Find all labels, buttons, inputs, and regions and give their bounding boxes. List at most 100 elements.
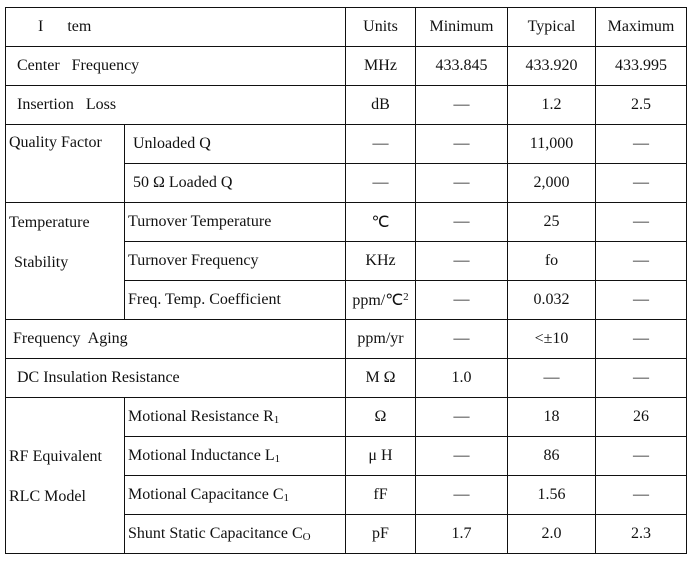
group-label: RF Equivalent RLC Model bbox=[5, 397, 125, 554]
typ-cell: <±10 bbox=[507, 319, 596, 359]
max-cell: — bbox=[595, 436, 687, 476]
typ-cell: 11,000 bbox=[507, 124, 596, 164]
label-text: Shunt Static Capacitance C bbox=[128, 525, 303, 542]
typ-cell: 18 bbox=[507, 397, 596, 437]
units-cell: Ω bbox=[345, 397, 416, 437]
max-cell: — bbox=[595, 241, 687, 281]
units-cell: fF bbox=[345, 475, 416, 515]
max-cell: — bbox=[595, 475, 687, 515]
spec-table: I tem Units Minimum Typical Maximum Cent… bbox=[5, 7, 687, 554]
units-text: ppm/℃ bbox=[352, 292, 404, 309]
table-row: Center Frequency MHz 433.845 433.920 433… bbox=[5, 46, 687, 86]
units-cell: — bbox=[345, 124, 416, 164]
group-label-line: RLC Model bbox=[9, 488, 86, 505]
typ-cell: 433.920 bbox=[507, 46, 596, 86]
typ-cell: 1.2 bbox=[507, 85, 596, 125]
units-cell: MHz bbox=[345, 46, 416, 86]
units-cell: μ H bbox=[345, 436, 416, 476]
min-cell: — bbox=[415, 319, 508, 359]
units-cell: dB bbox=[345, 85, 416, 125]
header-maximum: Maximum bbox=[595, 7, 687, 47]
min-cell: — bbox=[415, 397, 508, 437]
min-cell: 433.845 bbox=[415, 46, 508, 86]
group-label-line: Temperature bbox=[9, 214, 90, 231]
table-row: Turnover Frequency KHz — fo — bbox=[6, 241, 687, 281]
row-label: Freq. Temp. Coefficient bbox=[124, 280, 346, 320]
label-subscript: O bbox=[302, 531, 311, 543]
table-row: Freq. Temp. Coefficient ppm/℃2 — 0.032 — bbox=[6, 280, 687, 320]
header-minimum: Minimum bbox=[415, 7, 508, 47]
min-cell: — bbox=[415, 202, 508, 242]
min-cell: — bbox=[415, 475, 508, 515]
table-row: Motional Inductance L1 μ H — 86 — bbox=[6, 436, 687, 476]
min-cell: 1.0 bbox=[415, 358, 508, 398]
typ-cell: 1.56 bbox=[507, 475, 596, 515]
min-cell: — bbox=[415, 280, 508, 320]
label-subscript: 1 bbox=[283, 492, 290, 504]
row-label: Turnover Temperature bbox=[124, 202, 346, 242]
row-label: DC Insulation Resistance bbox=[5, 358, 346, 398]
typ-cell: fo bbox=[507, 241, 596, 281]
units-cell: M Ω bbox=[345, 358, 416, 398]
group-label-line: Stability bbox=[14, 254, 69, 271]
table-row: RF Equivalent RLC Model Motional Resista… bbox=[5, 397, 687, 554]
label-subscript: 1 bbox=[273, 414, 280, 426]
min-cell: — bbox=[415, 241, 508, 281]
max-cell: — bbox=[595, 202, 687, 242]
label-subscript: 1 bbox=[274, 453, 281, 465]
group-label-line: RF Equivalent bbox=[9, 448, 102, 465]
max-cell: — bbox=[595, 124, 687, 164]
label-text: Motional Resistance R bbox=[128, 408, 274, 425]
row-label: Motional Capacitance C1 bbox=[124, 475, 346, 515]
units-cell: pF bbox=[345, 514, 416, 554]
min-cell: — bbox=[415, 85, 508, 125]
typ-cell: — bbox=[507, 358, 596, 398]
table-row: DC Insulation Resistance M Ω 1.0 — — bbox=[5, 358, 687, 398]
units-superscript: 2 bbox=[403, 291, 409, 303]
units-cell: ℃ bbox=[345, 202, 416, 242]
max-cell: 2.5 bbox=[595, 85, 687, 125]
typ-cell: 86 bbox=[507, 436, 596, 476]
label-text: Motional Inductance L bbox=[128, 447, 275, 464]
row-label: Turnover Frequency bbox=[124, 241, 346, 281]
row-label: Unloaded Q bbox=[124, 124, 346, 164]
table-row: Frequency Aging ppm/yr — <±10 — bbox=[5, 319, 687, 359]
table-row: Insertion Loss dB — 1.2 2.5 bbox=[5, 85, 687, 125]
max-cell: — bbox=[595, 358, 687, 398]
row-label: 50 Ω Loaded Q bbox=[124, 163, 346, 203]
typ-cell: 2.0 bbox=[507, 514, 596, 554]
table-row: Temperature Stability Turnover Temperatu… bbox=[5, 202, 687, 320]
table-row: Shunt Static Capacitance CO pF 1.7 2.0 2… bbox=[6, 514, 687, 554]
row-label: Shunt Static Capacitance CO bbox=[124, 514, 346, 554]
table-row: Quality Factor Unloaded Q — — 11,000 — bbox=[5, 124, 687, 203]
header-item: I tem bbox=[5, 7, 346, 47]
units-cell: KHz bbox=[345, 241, 416, 281]
group-label: Temperature Stability bbox=[5, 202, 125, 320]
row-label: Insertion Loss bbox=[5, 85, 346, 125]
group-label: Quality Factor bbox=[5, 124, 125, 203]
header-row: I tem Units Minimum Typical Maximum bbox=[5, 7, 687, 47]
units-cell: ppm/℃2 bbox=[345, 280, 416, 320]
typ-cell: 0.032 bbox=[507, 280, 596, 320]
typ-cell: 2,000 bbox=[507, 163, 596, 203]
label-text: Motional Capacitance C bbox=[128, 486, 284, 503]
table-row: 50 Ω Loaded Q — — 2,000 — bbox=[6, 163, 687, 203]
units-cell: — bbox=[345, 163, 416, 203]
max-cell: — bbox=[595, 319, 687, 359]
max-cell: — bbox=[595, 163, 687, 203]
max-cell: 2.3 bbox=[595, 514, 687, 554]
max-cell: 26 bbox=[595, 397, 687, 437]
row-label: Center Frequency bbox=[5, 46, 346, 86]
units-cell: ppm/yr bbox=[345, 319, 416, 359]
min-cell: — bbox=[415, 163, 508, 203]
header-units: Units bbox=[345, 7, 416, 47]
min-cell: 1.7 bbox=[415, 514, 508, 554]
row-label: Frequency Aging bbox=[5, 319, 346, 359]
typ-cell: 25 bbox=[507, 202, 596, 242]
max-cell: 433.995 bbox=[595, 46, 687, 86]
min-cell: — bbox=[415, 124, 508, 164]
min-cell: — bbox=[415, 436, 508, 476]
table-row: Motional Capacitance C1 fF — 1.56 — bbox=[6, 475, 687, 515]
row-label: Motional Resistance R1 bbox=[124, 397, 346, 437]
row-label: Motional Inductance L1 bbox=[124, 436, 346, 476]
